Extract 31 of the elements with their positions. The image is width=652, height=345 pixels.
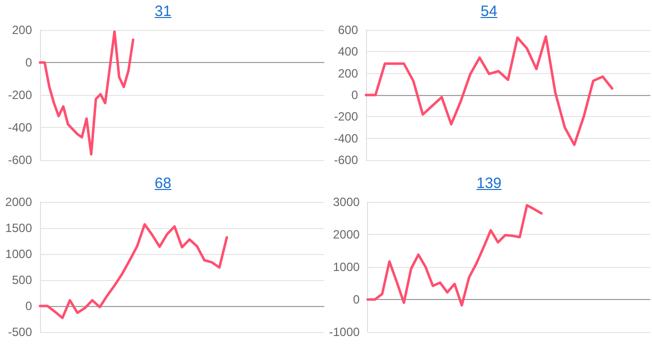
y-tick-label: -400 (334, 131, 358, 146)
y-tick-label: -200 (334, 110, 358, 124)
chart-title: 139 (476, 175, 502, 192)
line-series (364, 35, 614, 146)
y-tick-label: -500 (8, 325, 32, 339)
y-tick-label: 3000 (332, 195, 360, 209)
y-tick-label: 0 (25, 56, 32, 70)
y-tick-label: -600 (8, 153, 32, 167)
chart-title: 31 (154, 3, 172, 20)
chart-title: 68 (154, 175, 172, 192)
line-series (366, 204, 543, 307)
y-tick-label: -1000 (328, 325, 360, 339)
y-tick-label: -600 (334, 153, 358, 167)
y-tick-label: 0 (25, 299, 32, 313)
y-tick-label: -400 (8, 120, 32, 134)
chart-title: 54 (480, 3, 498, 20)
y-tick-label: 0 (353, 292, 360, 306)
y-tick-label: 600 (338, 23, 358, 37)
y-tick-label: 1000 (332, 260, 360, 274)
y-tick-label: 200 (338, 66, 358, 80)
line-series (38, 223, 228, 320)
y-tick-label: 400 (338, 44, 358, 59)
y-tick-label: 500 (12, 273, 32, 287)
y-tick-label: 1000 (5, 247, 32, 261)
y-tick-label: 1500 (5, 221, 32, 235)
line-series (38, 30, 134, 156)
y-tick-label: -200 (8, 88, 32, 102)
y-tick-label: 0 (351, 88, 358, 102)
y-tick-label: 2000 (332, 228, 360, 242)
y-tick-label: 200 (12, 23, 32, 37)
y-tick-label: 2000 (5, 195, 32, 209)
